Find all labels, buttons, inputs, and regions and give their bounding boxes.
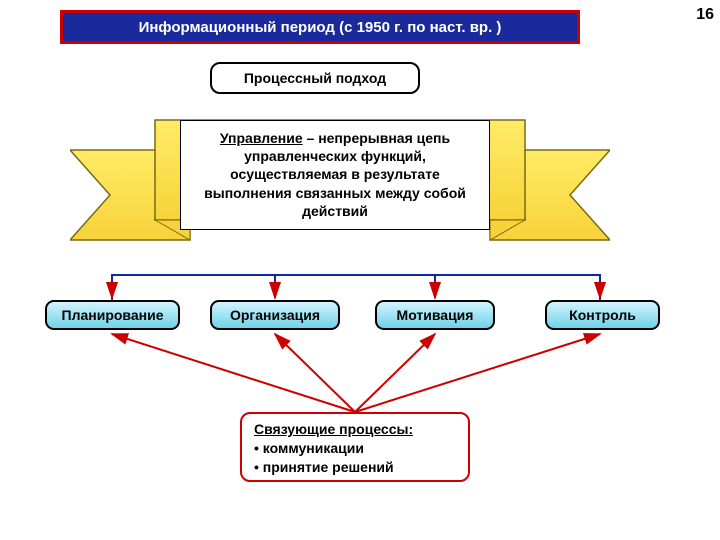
linking-bullet-2: • принятие решений bbox=[254, 458, 456, 477]
linking-processes-box: Связующие процессы: • коммуникации • при… bbox=[240, 412, 470, 482]
definition-box: Управление – непрерывная цепь управленче… bbox=[180, 120, 490, 230]
function-box-0: Планирование bbox=[45, 300, 180, 330]
subtitle-box: Процессный подход bbox=[210, 62, 420, 94]
linking-header: Связующие процессы: bbox=[254, 420, 456, 439]
page-number: 16 bbox=[696, 6, 714, 24]
function-box-2: Мотивация bbox=[375, 300, 495, 330]
linking-bullet-1: • коммуникации bbox=[254, 439, 456, 458]
title-bar: Информационный период (с 1950 г. по наст… bbox=[60, 10, 580, 44]
function-box-3: Контроль bbox=[545, 300, 660, 330]
function-box-1: Организация bbox=[210, 300, 340, 330]
title-text: Информационный период (с 1950 г. по наст… bbox=[139, 19, 502, 36]
functions-row: Планирование Организация Мотивация Контроль bbox=[0, 300, 720, 340]
definition-underlined: Управление bbox=[220, 130, 303, 146]
